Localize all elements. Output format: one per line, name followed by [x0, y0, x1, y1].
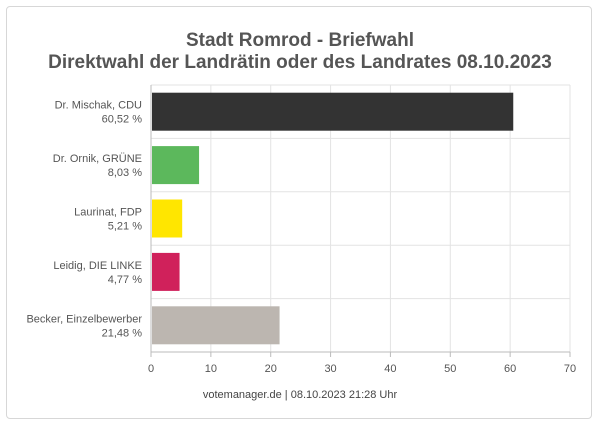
x-tick-label: 0 — [148, 363, 154, 375]
category-label: Leidig, DIE LINKE — [53, 260, 142, 272]
category-label: Becker, Einzelbewerber — [26, 313, 142, 325]
bar-3 — [152, 199, 183, 238]
x-tick-label: 70 — [564, 363, 576, 375]
chart-title: Stadt Romrod - Briefwahl — [185, 30, 414, 51]
category-label: Laurinat, FDP — [74, 207, 142, 219]
x-tick-label: 30 — [324, 363, 336, 375]
category-percent-label: 21,48 % — [102, 327, 143, 339]
bar-2 — [152, 146, 200, 185]
x-tick-label: 40 — [384, 363, 396, 375]
bar-5 — [152, 306, 280, 345]
category-label: Dr. Mischak, CDU — [55, 100, 142, 112]
chart-card — [6, 6, 592, 419]
category-percent-label: 60,52 % — [102, 114, 143, 126]
x-tick-label: 20 — [265, 363, 277, 375]
category-label: Dr. Ornik, GRÜNE — [53, 153, 142, 165]
bar-1 — [152, 92, 514, 131]
x-tick-label: 60 — [504, 363, 516, 375]
category-percent-label: 4,77 % — [108, 274, 142, 286]
bar-4 — [152, 252, 180, 291]
category-percent-label: 5,21 % — [108, 221, 142, 233]
chart-subtitle: Direktwahl der Landrätin oder des Landra… — [48, 52, 552, 73]
chart-footer: votemanager.de | 08.10.2023 21:28 Uhr — [202, 389, 398, 401]
x-tick-label: 50 — [444, 363, 456, 375]
category-percent-label: 8,03 % — [108, 167, 142, 179]
x-tick-label: 10 — [205, 363, 217, 375]
